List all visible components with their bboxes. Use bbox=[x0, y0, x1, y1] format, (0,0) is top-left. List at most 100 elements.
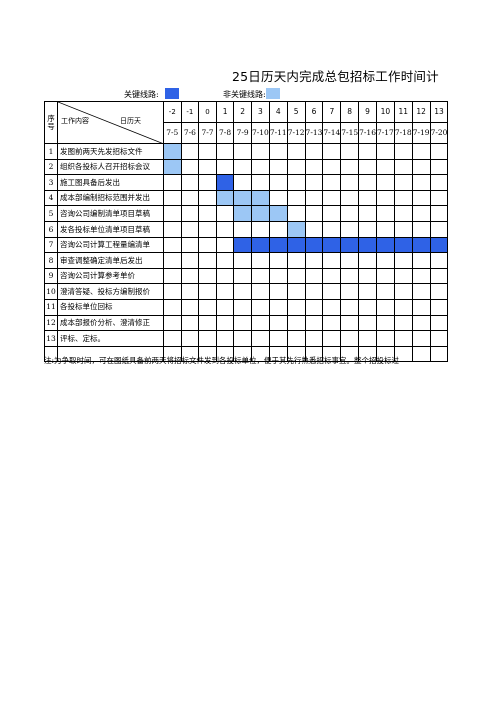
date-header: 7-8 bbox=[215, 122, 235, 144]
schedule-cell bbox=[198, 298, 217, 316]
task-name: 各投标单位回标 bbox=[57, 298, 164, 316]
schedule-cell bbox=[180, 158, 200, 176]
task-name bbox=[57, 345, 164, 363]
schedule-cell bbox=[322, 143, 342, 160]
key-bar-cell bbox=[304, 236, 324, 254]
task-name: 评标、定标。 bbox=[57, 330, 164, 347]
schedule-cell bbox=[322, 252, 342, 269]
date-header: 7-13 bbox=[304, 122, 324, 144]
legend-nonkey-label: 非关键线路: bbox=[223, 90, 266, 99]
date-header: 7-17 bbox=[375, 122, 395, 144]
schedule-cell bbox=[180, 298, 200, 316]
schedule-cell bbox=[198, 205, 217, 222]
schedule-cell bbox=[180, 314, 200, 332]
schedule-cell bbox=[286, 189, 306, 207]
schedule-cell bbox=[286, 298, 306, 316]
task-row: 7 咨询公司计算工程量编清单 bbox=[44, 236, 449, 254]
schedule-cell bbox=[198, 236, 217, 254]
key-bar-cell bbox=[250, 236, 270, 254]
schedule-cell bbox=[375, 189, 395, 207]
header-seq: 序号 bbox=[44, 101, 58, 144]
day-header: -2 bbox=[163, 101, 182, 123]
schedule-cell bbox=[322, 330, 342, 347]
task-number: 9 bbox=[44, 267, 58, 285]
date-header: 7-11 bbox=[268, 122, 288, 144]
schedule-cell bbox=[180, 236, 200, 254]
schedule-cell bbox=[429, 252, 449, 269]
schedule-cell bbox=[411, 143, 431, 160]
schedule-cell bbox=[429, 158, 449, 176]
task-row bbox=[44, 345, 449, 363]
task-name: 成本部报价分析、澄清修正 bbox=[57, 314, 164, 332]
schedule-cell bbox=[233, 283, 252, 300]
day-header: 11 bbox=[393, 101, 413, 123]
schedule-cell bbox=[322, 314, 342, 332]
day-header: 4 bbox=[268, 101, 288, 123]
schedule-cell bbox=[180, 143, 200, 160]
schedule-cell bbox=[215, 252, 235, 269]
day-header: 1 bbox=[215, 101, 235, 123]
task-number: 5 bbox=[44, 205, 58, 222]
schedule-cell bbox=[268, 189, 288, 207]
key-bar-cell bbox=[375, 236, 395, 254]
schedule-cell bbox=[304, 220, 324, 238]
schedule-cell bbox=[375, 143, 395, 160]
schedule-cell bbox=[358, 189, 377, 207]
schedule-cell bbox=[215, 283, 235, 300]
schedule-cell bbox=[429, 267, 449, 285]
schedule-cell bbox=[233, 174, 252, 191]
schedule-cell bbox=[322, 205, 342, 222]
schedule-cell bbox=[322, 174, 342, 191]
date-header: 7-5 bbox=[163, 122, 182, 144]
schedule-cell bbox=[163, 189, 182, 207]
schedule-cell bbox=[163, 283, 182, 300]
task-name: 审查调整确定清单后发出 bbox=[57, 252, 164, 269]
schedule-cell bbox=[340, 252, 360, 269]
schedule-cell bbox=[198, 174, 217, 191]
schedule-cell bbox=[358, 283, 377, 300]
schedule-cell bbox=[233, 330, 252, 347]
schedule-cell bbox=[215, 298, 235, 316]
task-row: 9 咨询公司计算参考单价 bbox=[44, 267, 449, 285]
key-bar-cell bbox=[358, 236, 377, 254]
day-header: -1 bbox=[180, 101, 200, 123]
schedule-cell bbox=[340, 174, 360, 191]
schedule-cell bbox=[411, 330, 431, 347]
schedule-cell bbox=[215, 220, 235, 238]
schedule-cell bbox=[358, 174, 377, 191]
schedule-cell bbox=[429, 283, 449, 300]
nonkey-bar-cell bbox=[250, 189, 270, 207]
schedule-cell bbox=[180, 220, 200, 238]
schedule-cell bbox=[340, 143, 360, 160]
schedule-cell bbox=[215, 236, 235, 254]
task-name: 成本部编制招标范围并发出 bbox=[57, 189, 164, 207]
date-header: 7-10 bbox=[250, 122, 270, 144]
schedule-cell bbox=[304, 143, 324, 160]
schedule-cell bbox=[358, 267, 377, 285]
schedule-table: 序号 日历天 工作内容 -2 -1 0 1 2 3 4 5 6 7 8 9 10 11 12 13 7-5 7-… bbox=[44, 101, 449, 363]
schedule-cell bbox=[268, 252, 288, 269]
day-header: 10 bbox=[375, 101, 395, 123]
schedule-cell bbox=[411, 189, 431, 207]
schedule-cell bbox=[393, 330, 413, 347]
header-days-label: 日历天 bbox=[120, 117, 141, 125]
schedule-cell bbox=[322, 298, 342, 316]
task-name: 咨询公司编制清单项目草稿 bbox=[57, 205, 164, 222]
schedule-cell bbox=[163, 267, 182, 285]
schedule-cell bbox=[411, 345, 431, 363]
schedule-cell bbox=[340, 298, 360, 316]
schedule-cell bbox=[198, 158, 217, 176]
key-bar-cell bbox=[411, 236, 431, 254]
schedule-cell bbox=[411, 205, 431, 222]
schedule-cell bbox=[358, 298, 377, 316]
schedule-cell bbox=[163, 236, 182, 254]
schedule-cell bbox=[268, 143, 288, 160]
legend-nonkey-swatch bbox=[266, 88, 280, 99]
schedule-cell bbox=[358, 314, 377, 332]
date-header: 7-15 bbox=[340, 122, 360, 144]
key-bar-cell bbox=[429, 236, 449, 254]
schedule-cell bbox=[163, 252, 182, 269]
schedule-cell bbox=[268, 158, 288, 176]
schedule-cell bbox=[250, 252, 270, 269]
schedule-cell bbox=[215, 143, 235, 160]
